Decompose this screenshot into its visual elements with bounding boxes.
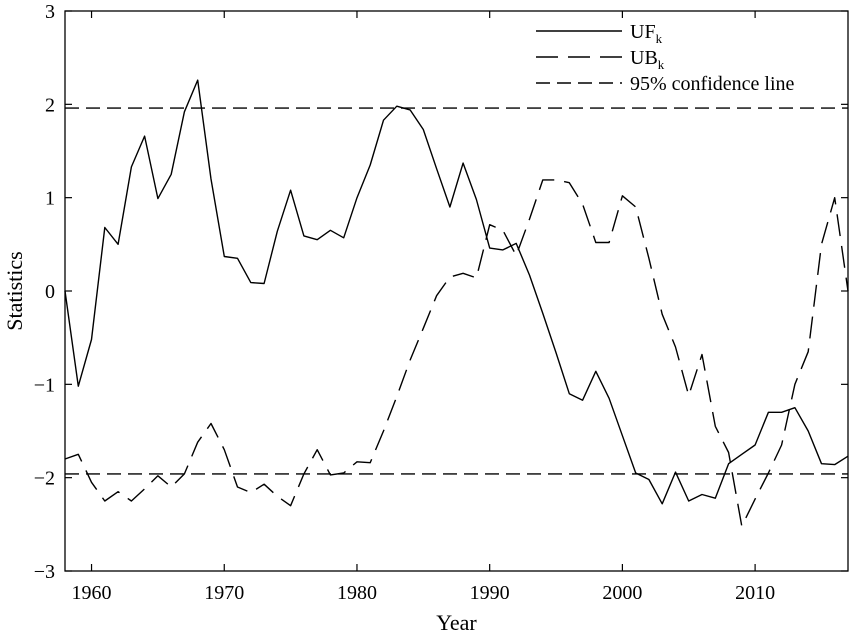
series-group	[64, 79, 849, 527]
legend-label-ub: UBk	[630, 47, 665, 72]
y-axis-title: Statistics	[2, 251, 27, 330]
y-axis: −3 −2 −1 0 1 2 3	[34, 1, 848, 583]
x-tick-label: 2000	[602, 582, 642, 604]
x-tick-label: 1990	[470, 582, 510, 604]
x-axis: 1960 1970 1980 1990 2000 2010	[72, 11, 775, 604]
x-tick-label: 1980	[337, 582, 377, 604]
x-tick-label: 1960	[72, 582, 112, 604]
plot-frame	[64, 10, 849, 572]
y-tick-label: −3	[34, 561, 55, 583]
y-tick-label: 3	[45, 1, 55, 23]
y-tick-label: −1	[34, 374, 55, 396]
legend-label-confidence: 95% confidence line	[630, 73, 794, 95]
series-line-uf	[64, 79, 849, 505]
y-tick-label: 0	[45, 281, 55, 303]
y-tick-label: 1	[45, 188, 55, 210]
legend: UFk UBk 95% confidence line	[536, 21, 794, 95]
y-tick-label: −2	[34, 468, 55, 490]
confidence-lines	[65, 107, 848, 475]
legend-label-uf: UFk	[630, 21, 663, 46]
series-line-ub	[64, 179, 849, 527]
x-tick-label: 2010	[735, 582, 775, 604]
y-tick-label: 2	[45, 94, 55, 116]
x-axis-title: Year	[436, 610, 477, 635]
x-tick-label: 1970	[204, 582, 244, 604]
